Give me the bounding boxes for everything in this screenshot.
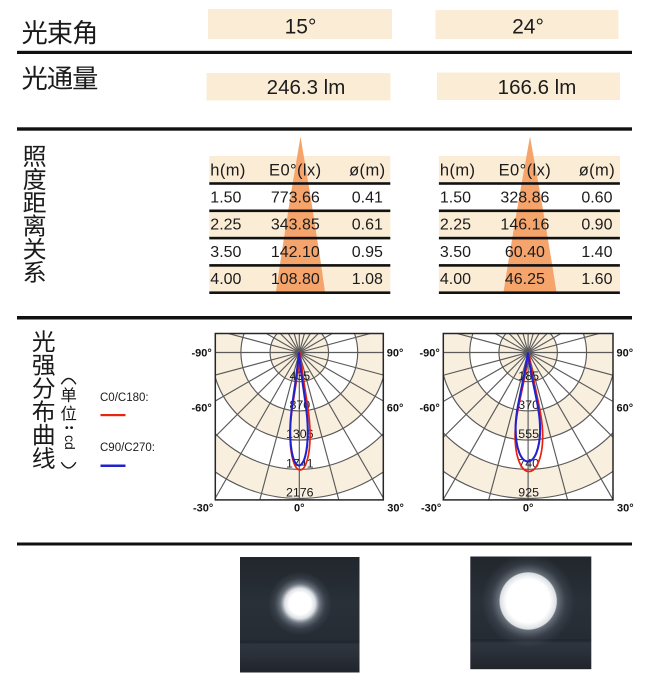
svg-text:1.08: 1.08: [352, 271, 383, 288]
svg-text:46.25: 46.25: [505, 271, 545, 288]
svg-text:0.61: 0.61: [352, 217, 383, 234]
svg-text:C90/C270:: C90/C270:: [100, 442, 155, 454]
svg-text:24°: 24°: [512, 16, 544, 39]
svg-text:-60°: -60°: [419, 403, 439, 415]
svg-text:2176: 2176: [286, 486, 314, 500]
svg-text:0°: 0°: [294, 503, 305, 515]
svg-text:2.25: 2.25: [440, 217, 471, 234]
svg-text:0.90: 0.90: [581, 217, 612, 234]
svg-text:h(m): h(m): [440, 162, 476, 180]
svg-text:555: 555: [518, 427, 539, 441]
svg-text:343.85: 343.85: [271, 217, 320, 234]
svg-text:30°: 30°: [387, 503, 404, 515]
svg-text:60°: 60°: [617, 403, 634, 415]
svg-text:cd: cd: [62, 435, 78, 450]
svg-text:435: 435: [289, 369, 310, 383]
svg-text:-30°: -30°: [193, 503, 213, 515]
svg-text:30°: 30°: [617, 503, 634, 515]
svg-text:2.25: 2.25: [210, 217, 241, 234]
svg-text:142.10: 142.10: [271, 244, 320, 261]
svg-text:925: 925: [518, 486, 539, 500]
svg-text:3.50: 3.50: [210, 244, 241, 261]
svg-text:ø(m): ø(m): [579, 162, 615, 180]
svg-text:3.50: 3.50: [440, 244, 471, 261]
svg-text:60°: 60°: [387, 403, 404, 415]
svg-text:90°: 90°: [617, 348, 634, 360]
svg-text:0.95: 0.95: [352, 244, 383, 261]
svg-text:E0°(lx): E0°(lx): [499, 162, 552, 180]
svg-text:-90°: -90°: [419, 348, 439, 360]
svg-text:-30°: -30°: [421, 503, 441, 515]
svg-text:1741: 1741: [286, 456, 314, 470]
svg-text:15°: 15°: [285, 16, 317, 39]
svg-text:C0/C180:: C0/C180:: [100, 392, 149, 404]
svg-text:E0°(lx): E0°(lx): [269, 162, 322, 180]
svg-text:246.3 lm: 246.3 lm: [267, 76, 346, 99]
svg-text:328.86: 328.86: [500, 189, 549, 206]
svg-text:4.00: 4.00: [210, 271, 241, 288]
svg-text:ø(m): ø(m): [349, 162, 385, 180]
svg-text:0°: 0°: [523, 503, 534, 515]
svg-text:146.16: 146.16: [500, 217, 549, 234]
svg-text:1.60: 1.60: [581, 271, 612, 288]
svg-text:185: 185: [518, 369, 539, 383]
svg-text:370: 370: [518, 398, 539, 412]
svg-text:1.50: 1.50: [210, 189, 241, 206]
svg-text:60.40: 60.40: [505, 244, 545, 261]
svg-text:166.6 lm: 166.6 lm: [498, 76, 577, 99]
svg-text:-60°: -60°: [191, 403, 211, 415]
svg-text:h(m): h(m): [210, 162, 246, 180]
svg-text:90°: 90°: [387, 348, 404, 360]
svg-text:-90°: -90°: [191, 348, 211, 360]
svg-text:4.00: 4.00: [440, 271, 471, 288]
svg-text:0.60: 0.60: [581, 189, 612, 206]
svg-text:0.41: 0.41: [352, 189, 383, 206]
svg-text:108.80: 108.80: [271, 271, 320, 288]
svg-text:773.66: 773.66: [271, 189, 320, 206]
svg-text:1.50: 1.50: [440, 189, 471, 206]
svg-text:1.40: 1.40: [581, 244, 612, 261]
